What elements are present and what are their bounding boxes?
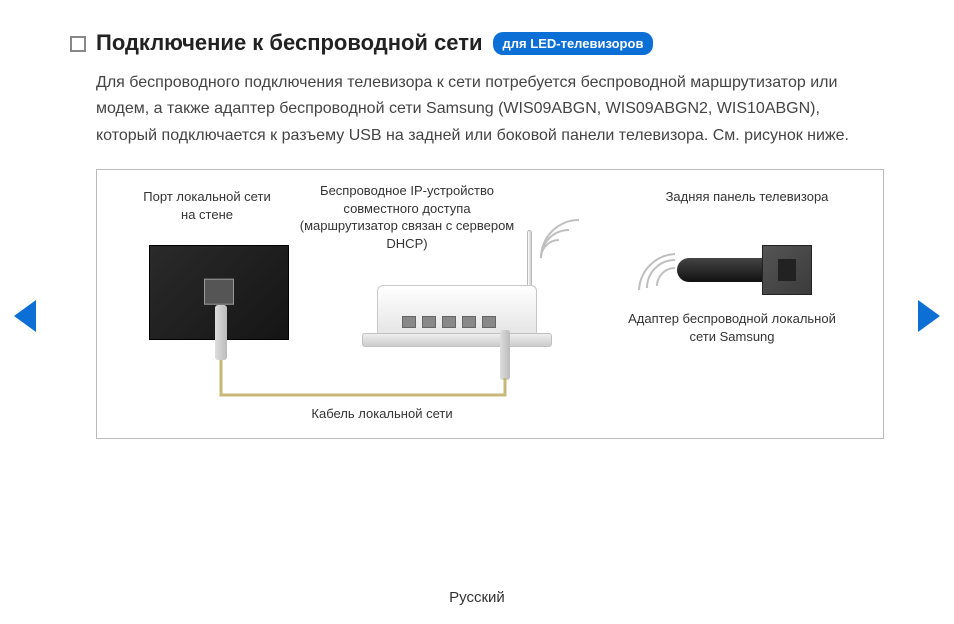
heading-bullet — [70, 36, 86, 52]
connection-diagram: Порт локальной сети на стене Беспроводно… — [96, 169, 884, 439]
label-adapter: Адаптер беспроводной локальной сети Sams… — [627, 310, 837, 345]
led-tv-badge: для LED-телевизоров — [493, 32, 654, 55]
router-base-icon — [362, 333, 552, 347]
section-title: Подключение к беспроводной сети — [96, 30, 483, 56]
wall-port-icon — [204, 278, 234, 304]
next-page-button[interactable] — [918, 300, 940, 332]
wifi-adapter-graphic — [677, 258, 767, 282]
tv-back-port-graphic — [762, 245, 812, 295]
wifi-waves-adapter-icon — [635, 248, 681, 294]
label-router: Беспроводное IP-устройство совместного д… — [297, 182, 517, 252]
label-tv-back: Задняя панель телевизора — [657, 188, 837, 206]
label-lan-cable: Кабель локальной сети — [282, 405, 482, 423]
router-graphic — [377, 285, 537, 335]
footer-language: Русский — [0, 589, 954, 606]
wifi-waves-router-icon — [535, 214, 585, 264]
lan-plug-router-icon — [500, 330, 510, 380]
label-wall-port: Порт локальной сети на стене — [137, 188, 277, 223]
usb-slot-icon — [778, 259, 796, 281]
router-ports-icon — [402, 316, 496, 328]
intro-paragraph: Для беспроводного подключения телевизора… — [96, 70, 884, 149]
lan-plug-wall-icon — [215, 305, 227, 360]
prev-page-button[interactable] — [14, 300, 36, 332]
